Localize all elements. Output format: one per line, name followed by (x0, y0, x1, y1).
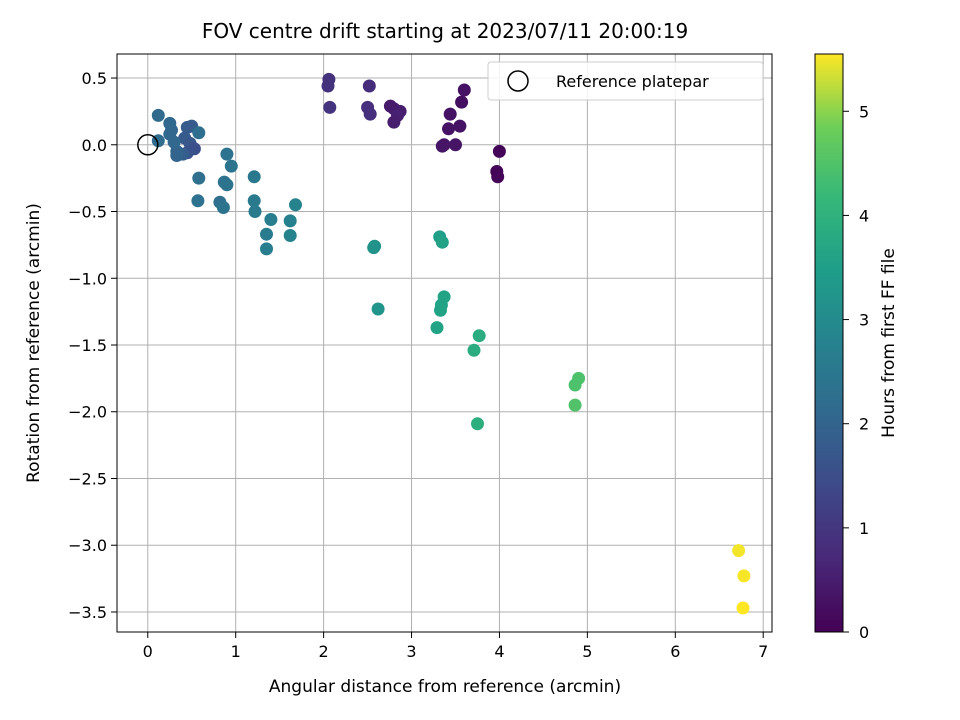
scatter-point (220, 147, 234, 161)
colorbar-label: Hours from first FF file (879, 248, 899, 438)
y-tick-label: −0.5 (68, 203, 107, 222)
colorbar-gradient (815, 54, 843, 632)
x-tick-label: 2 (319, 642, 329, 661)
scatter-point (260, 227, 273, 241)
x-tick-label: 3 (406, 642, 416, 661)
legend-reference-marker (507, 70, 529, 92)
scatter-point (216, 201, 230, 214)
scatter-point (248, 205, 262, 218)
colorbar-ticks: 0 1 2 3 4 5 (843, 102, 869, 642)
scatter-point (443, 107, 457, 121)
scatter-point (192, 126, 206, 140)
x-tick-label: 0 (143, 642, 153, 661)
colorbar-tick-label: 4 (859, 206, 869, 225)
scatter-point (220, 178, 234, 192)
scatter-points (151, 72, 751, 615)
colorbar-frame (814, 53, 844, 633)
scatter-point (367, 241, 381, 255)
scatter-point (283, 214, 297, 228)
scatter-point (289, 198, 302, 212)
legend-label: Reference platepar (556, 72, 709, 91)
scatter-point (472, 329, 486, 343)
y-tick-label: −2.5 (68, 469, 107, 488)
scatter-point (467, 343, 481, 357)
scatter-point (435, 235, 449, 249)
y-tick-label: −3.5 (68, 603, 107, 622)
scatter-point (455, 95, 469, 109)
scatter-point (191, 194, 205, 208)
chart-title: FOV centre drift starting at 2023/07/11 … (202, 19, 688, 43)
scatter-point (491, 170, 505, 184)
x-tick-label: 4 (494, 642, 504, 661)
scatter-point (736, 601, 750, 615)
scatter-point (434, 303, 447, 317)
colorbar-tick-label: 5 (859, 102, 869, 121)
scatter-point (362, 79, 376, 93)
scatter-point (457, 83, 471, 97)
scatter-point (442, 122, 455, 136)
scatter-point (283, 229, 297, 242)
x-axis-ticks: 0 1 2 3 4 5 6 7 (143, 632, 768, 661)
scatter-point (430, 321, 444, 335)
colorbar-tick-label: 1 (859, 519, 869, 538)
scatter-point (151, 108, 165, 122)
y-tick-label: −2.0 (68, 403, 107, 422)
scatter-point (247, 194, 261, 208)
scatter-point (737, 569, 751, 583)
scatter-point (170, 149, 184, 162)
scatter-point (192, 171, 206, 185)
scatter-point (732, 544, 746, 558)
x-tick-label: 5 (582, 642, 592, 661)
scatter-point (568, 398, 582, 412)
x-axis-label: Angular distance from reference (arcmin) (269, 677, 621, 697)
scatter-point (247, 170, 261, 184)
y-tick-label: 0.0 (82, 136, 107, 155)
scatter-point (323, 100, 337, 114)
y-tick-label: 0.5 (82, 69, 107, 88)
x-tick-label: 6 (670, 642, 680, 661)
scatter-point (449, 138, 462, 152)
scatter-point (471, 417, 484, 431)
scatter-point (264, 213, 278, 226)
colorbar-tick-label: 3 (859, 311, 869, 330)
reference-platepar-marker (137, 134, 159, 156)
scatter-point (224, 159, 238, 173)
colorbar: 0 1 2 3 4 5 Hours from first FF file (814, 53, 899, 642)
scatter-point (492, 144, 506, 158)
scatter-point (435, 139, 449, 153)
y-axis-ticks: 0.5 0.0 −0.5 −1.0 −1.5 −2.0 −2.5 −3.0 −3.5 (68, 69, 117, 622)
scatter-point (453, 119, 467, 133)
scatter-point (371, 302, 385, 316)
scatter-point (568, 378, 582, 392)
legend: Reference platepar (487, 61, 764, 101)
y-tick-label: −1.0 (68, 269, 107, 288)
plot-frame (116, 53, 773, 633)
legend-box (487, 61, 764, 101)
scatter-point (180, 120, 194, 134)
colorbar-tick-label: 2 (859, 415, 869, 434)
scatter-point (321, 79, 335, 93)
x-tick-label: 1 (231, 642, 241, 661)
scatter-point (387, 115, 401, 129)
scatter-point (163, 116, 177, 130)
scatter-point (363, 107, 377, 121)
scatter-point (260, 242, 273, 256)
x-tick-label: 7 (758, 642, 768, 661)
y-tick-label: −3.0 (68, 536, 107, 555)
y-axis-label: Rotation from reference (arcmin) (24, 203, 44, 483)
y-tick-label: −1.5 (68, 336, 107, 355)
colorbar-tick-label: 0 (859, 623, 869, 642)
